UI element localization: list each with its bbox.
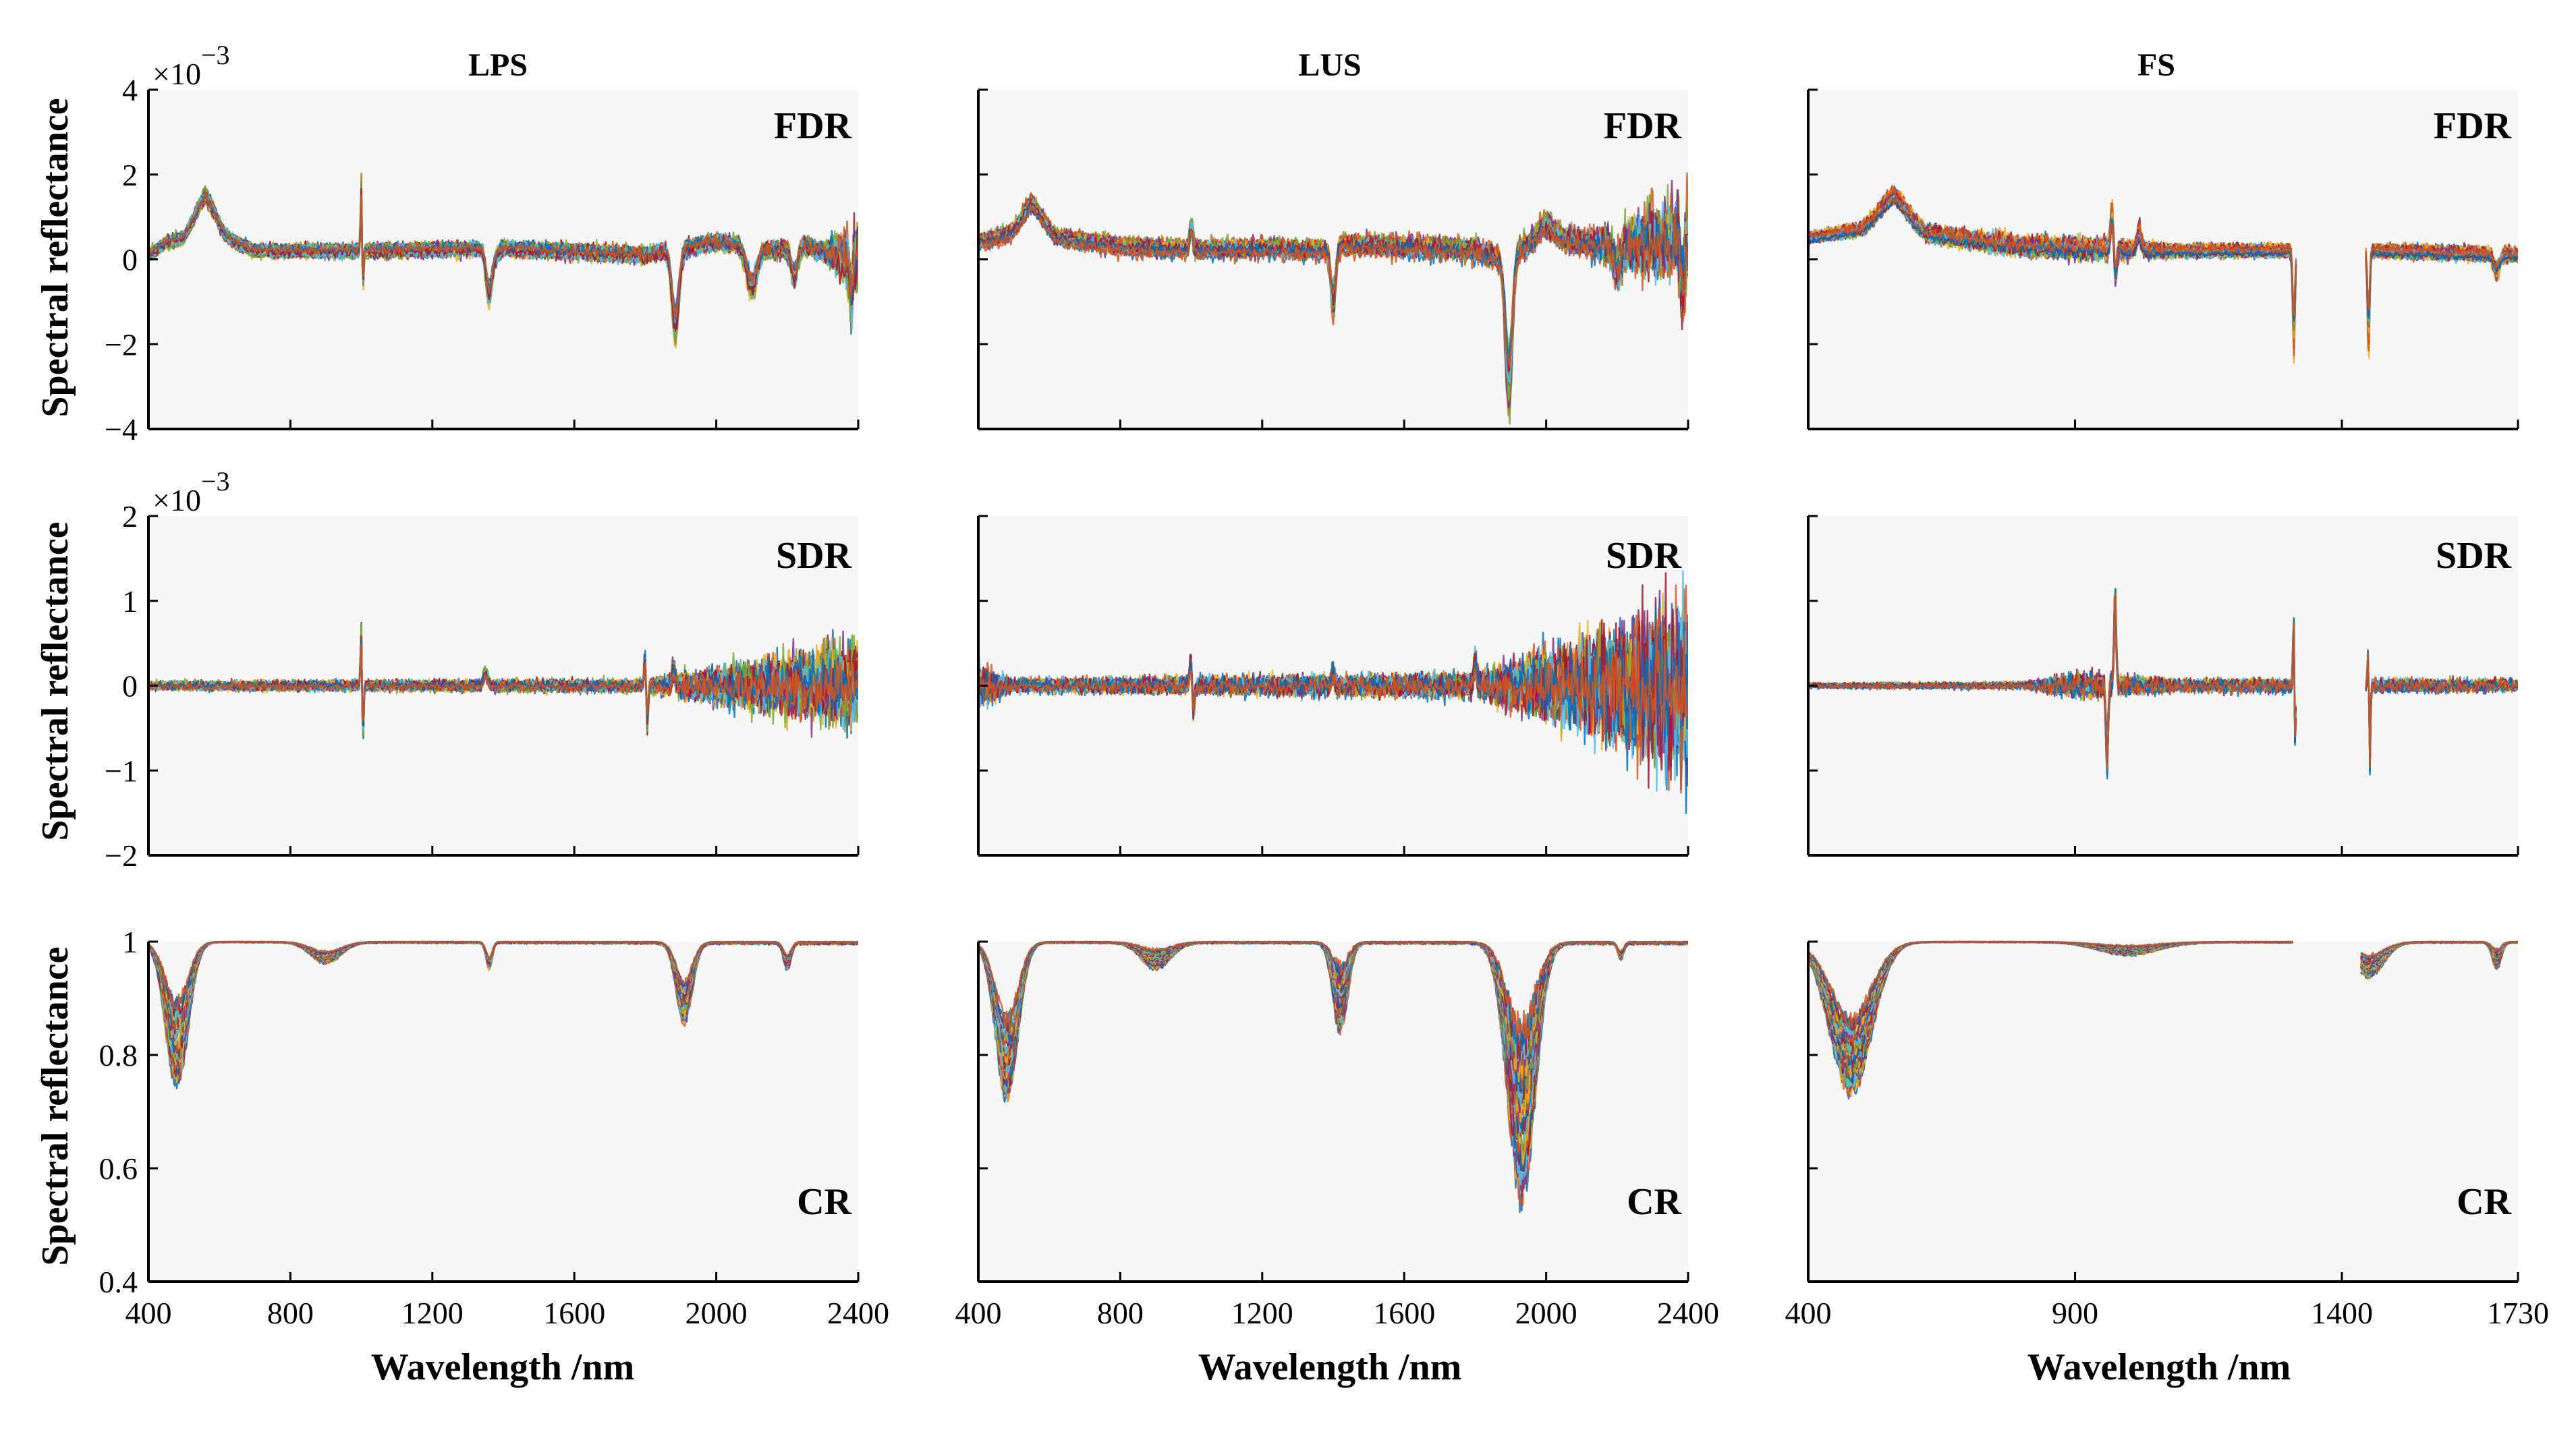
spectrum-line-lus-fdr-30 — [978, 204, 1688, 368]
spectra-group — [978, 940, 1688, 1213]
y-axis-label-row-sdr: Spectral reflectance — [34, 521, 76, 840]
spectra-group — [1808, 184, 2518, 364]
panel-lus-sdr: SDR — [977, 515, 1689, 857]
spectrum-line-lps-sdr-30 — [148, 643, 858, 722]
y-tick-label: 1 — [122, 584, 138, 619]
panel-lus-cr: 400 800 1200 1600 2000 2400 CR — [955, 940, 1719, 1330]
plot-area — [148, 90, 858, 429]
spectra-group — [148, 940, 858, 1089]
spectra-group — [1808, 940, 2518, 1099]
y-tick-label: −1 — [105, 753, 138, 788]
panel-label-fdr: FDR — [2434, 105, 2512, 147]
y-tick-label: 1 — [122, 925, 138, 959]
x-tick-label: 400 — [125, 1296, 172, 1330]
y-tick-label: 2 — [122, 499, 138, 534]
x-axis-label-lus: Wavelength /nm — [1198, 1346, 1461, 1388]
y-exponent-label: ×10−3 — [152, 466, 230, 517]
panel-fs-sdr: SDR — [1807, 515, 2519, 857]
x-tick-label: 1400 — [2311, 1296, 2373, 1330]
spectrum-line-lus-cr-30 — [978, 940, 1688, 1039]
plot-area — [148, 942, 858, 1282]
x-tick-label: 1200 — [1231, 1296, 1293, 1330]
spectra-group — [978, 172, 1688, 425]
panel-label-sdr: SDR — [1606, 535, 1682, 577]
spectra-group — [978, 570, 1688, 814]
y-tick-label: −2 — [105, 838, 138, 873]
plot-area — [978, 90, 1688, 429]
spectra-group — [1808, 588, 2518, 780]
y-exponent-power: −3 — [201, 40, 230, 70]
x-tick-label: 900 — [2052, 1296, 2098, 1330]
panel-label-cr: CR — [2457, 1181, 2511, 1223]
y-axis-label-row-cr: Spectral reflectance — [34, 946, 76, 1265]
panel-lps-sdr: −2 −1 0 1 2 ×10−3 SDR — [105, 466, 860, 873]
x-tick-label: 1600 — [1373, 1296, 1435, 1330]
panel-label-cr: CR — [797, 1181, 851, 1223]
x-tick-label: 800 — [267, 1296, 314, 1330]
panel-fs-fdr: FDR — [1807, 88, 2519, 430]
x-tick-label: 400 — [955, 1296, 1002, 1330]
panel-lps-fdr: −4 −2 0 2 4 ×10−3 FDR — [105, 40, 860, 447]
x-tick-label: 2400 — [1657, 1296, 1719, 1330]
panel-label-cr: CR — [1627, 1181, 1681, 1223]
col-title-lus: LUS — [1298, 47, 1361, 83]
y-tick-label: 2 — [122, 158, 138, 192]
x-tick-label: 1200 — [401, 1296, 464, 1330]
spectrum-line-lps-cr-30 — [148, 940, 858, 1012]
spectrum-line-fs-fdr-30 — [1808, 196, 2518, 316]
spectrum-line-fs-cr-30 — [1808, 940, 2518, 1028]
panel-label-sdr: SDR — [776, 535, 852, 577]
panel-lus-fdr: FDR — [977, 88, 1689, 430]
x-tick-label: 2000 — [685, 1296, 748, 1330]
x-tick-label: 1600 — [543, 1296, 605, 1330]
y-tick-label: −2 — [105, 327, 138, 362]
panel-lps-cr: 400 800 1200 1600 2000 2400 0.4 0.6 0.8 1 CR — [99, 925, 890, 1330]
x-tick-label: 2400 — [827, 1296, 889, 1330]
y-exponent-label: ×10−3 — [152, 40, 230, 91]
y-tick-label: 4 — [122, 73, 138, 107]
y-tick-label: 0 — [122, 243, 138, 277]
x-axis-label-lps: Wavelength /nm — [371, 1346, 634, 1388]
panel-label-fdr: FDR — [1604, 105, 1682, 147]
y-tick-label: 0.4 — [99, 1265, 138, 1299]
panels-layer: −4 −2 0 2 4 ×10−3 FDR FDR FDR −2 −1 0 1 2 ×10−3 SDR SDR S… — [99, 40, 2550, 1330]
x-axis-label-fs: Wavelength /nm — [2027, 1346, 2291, 1388]
panel-label-fdr: FDR — [774, 105, 852, 147]
y-axis-label-row-fdr: Spectral reflectance — [34, 98, 76, 417]
x-tick-label: 1730 — [2487, 1296, 2549, 1330]
spectra-group — [148, 621, 858, 740]
x-tick-label: 800 — [1097, 1296, 1144, 1330]
panel-fs-cr: 400 900 1400 1730 CR — [1785, 940, 2549, 1330]
panel-label-sdr: SDR — [2436, 535, 2512, 577]
labels-layer: LPS LUS FS Spectral reflectance Spectral… — [34, 47, 2291, 1388]
plot-area — [1808, 942, 2518, 1282]
x-tick-label: 400 — [1785, 1296, 1832, 1330]
spectrum-line-fs-sdr-30 — [1808, 593, 2518, 769]
y-exponent-power: −3 — [201, 466, 230, 496]
y-tick-label: −4 — [105, 412, 138, 447]
spectrum-line-lps-fdr-30 — [148, 192, 858, 318]
y-tick-label: 0.6 — [99, 1151, 138, 1186]
y-tick-label: 0.8 — [99, 1038, 138, 1072]
spectra-group — [148, 172, 858, 349]
spectrum-line-lus-sdr-30 — [978, 619, 1688, 747]
col-title-fs: FS — [2137, 47, 2175, 83]
col-title-lps: LPS — [468, 47, 528, 83]
y-tick-label: 0 — [122, 669, 138, 704]
x-tick-label: 2000 — [1515, 1296, 1577, 1330]
